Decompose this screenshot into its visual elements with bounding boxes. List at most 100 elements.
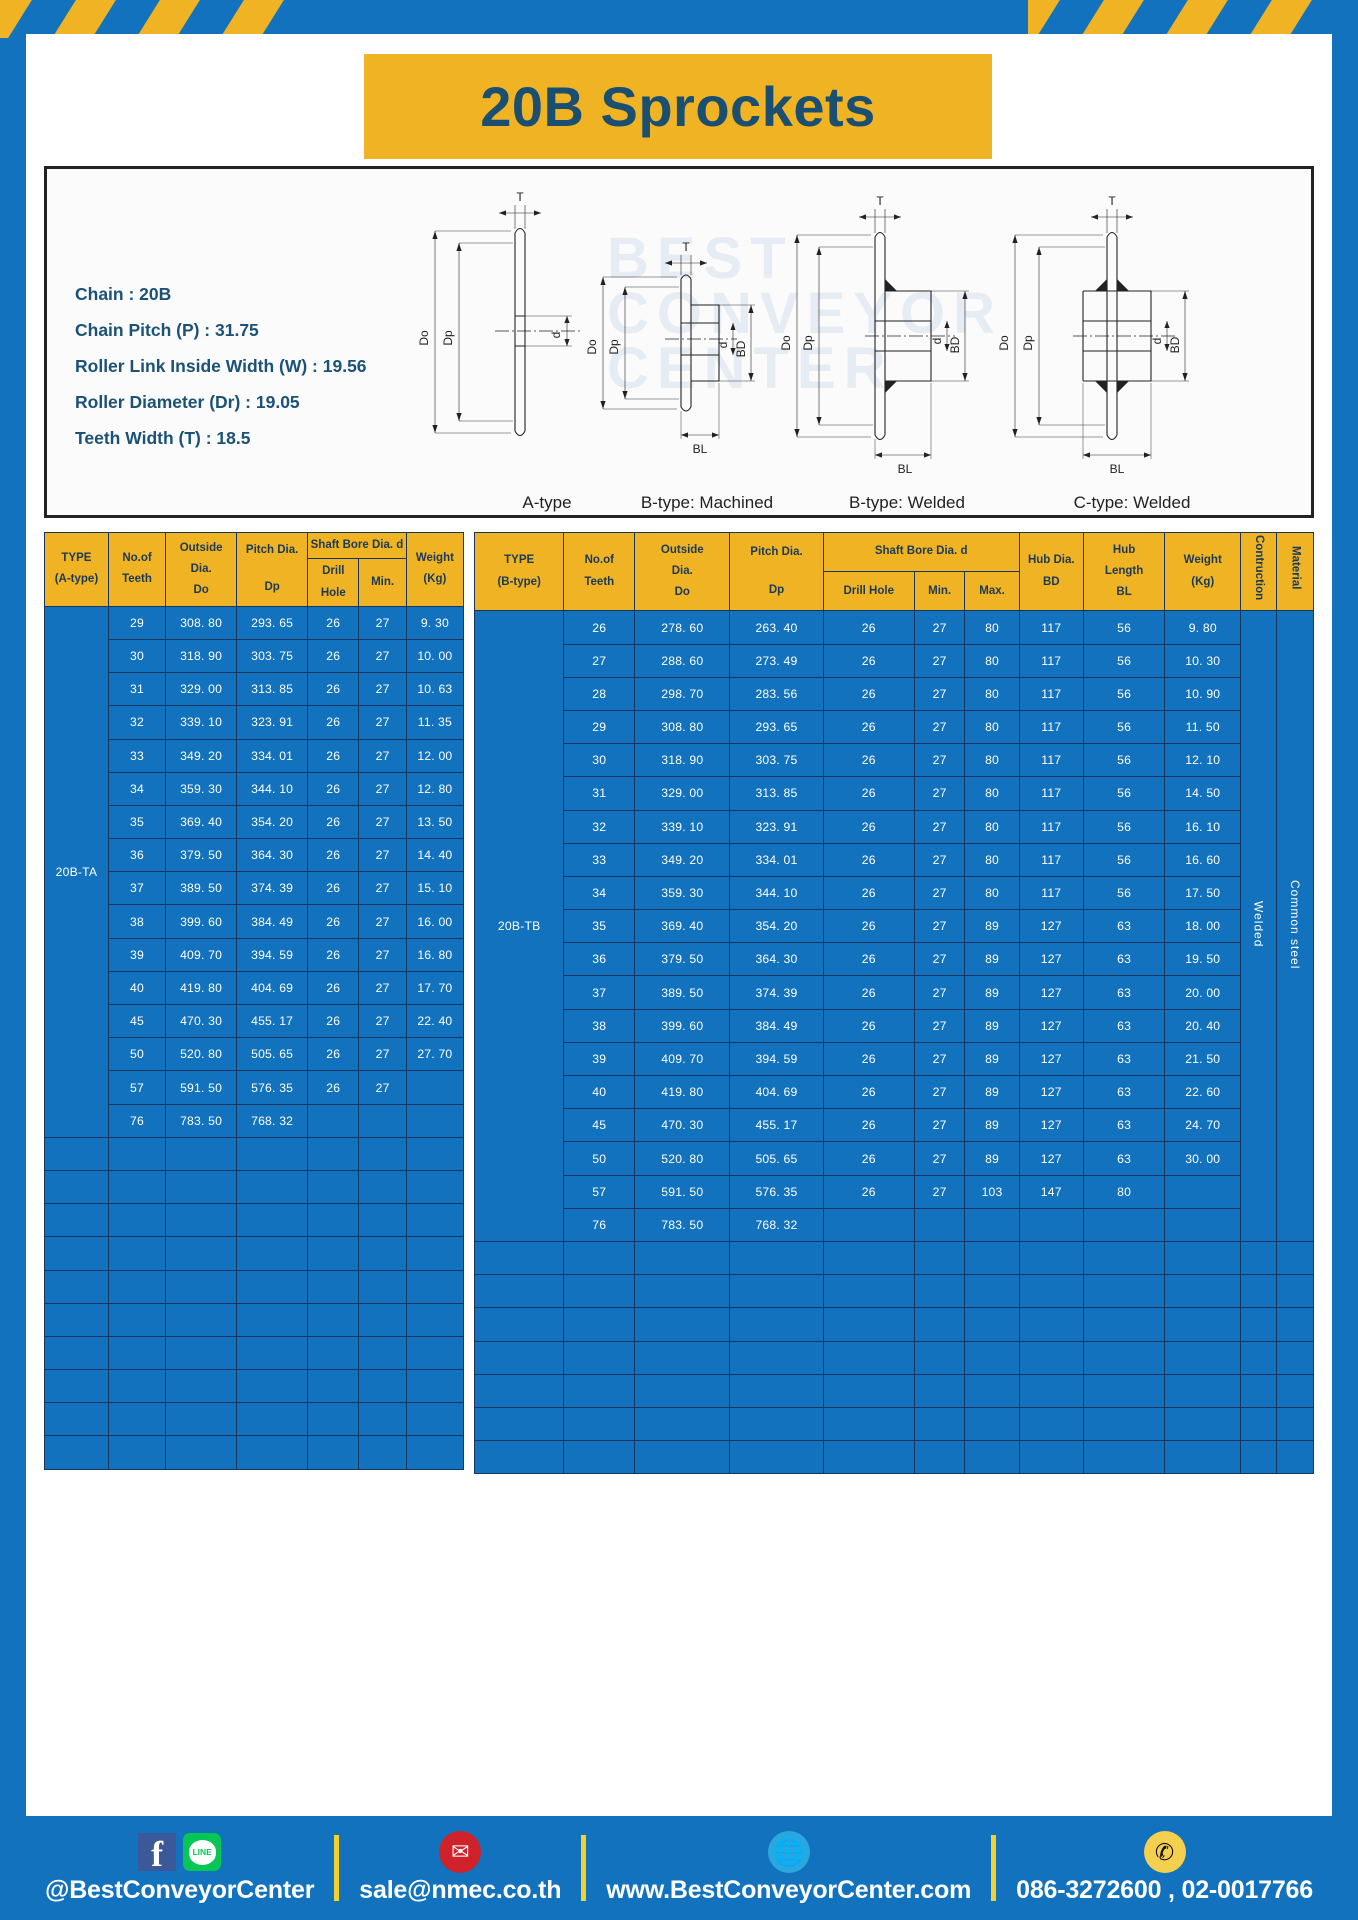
footer-item-social[interactable]: f LINE @BestConveyorCenter <box>39 1831 320 1905</box>
cell-do: 308. 80 <box>634 709 731 745</box>
cell-empty <box>236 1136 309 1171</box>
footer-phone-label[interactable]: 086-3272600 , 02-0017766 <box>1016 1876 1313 1904</box>
cell-weight: 9. 30 <box>405 605 465 640</box>
cell-do: 783. 50 <box>634 1207 731 1242</box>
cell-drill-hole: 26 <box>822 709 915 745</box>
cell-do: 359. 30 <box>165 771 238 806</box>
cell-weight: 10. 00 <box>405 638 465 674</box>
th-b-material-text: Material <box>1289 545 1302 590</box>
facebook-icon[interactable]: f <box>138 1833 177 1872</box>
cell-min-: 27 <box>358 804 407 840</box>
cell-min-: 27 <box>358 937 407 972</box>
footer-divider-3 <box>991 1835 997 1901</box>
cell-min-: 27 <box>358 1004 407 1039</box>
cell-dp: 394. 59 <box>236 937 309 972</box>
cell-drill-hole: 26 <box>307 672 360 707</box>
line-icon[interactable]: LINE <box>183 1833 222 1871</box>
cell-do: 318. 90 <box>165 638 238 674</box>
cell-dp: 303. 75 <box>236 638 309 674</box>
cell-dp: 313. 85 <box>729 776 824 811</box>
cell-bl: 63 <box>1082 1108 1166 1143</box>
th-b-hd-2: BD <box>1042 575 1060 588</box>
cell-dp: 576. 35 <box>236 1070 309 1105</box>
svg-text:BL: BL <box>693 442 708 456</box>
phone-icon[interactable]: ✆ <box>1143 1831 1186 1873</box>
cell-drill-hole <box>822 1207 915 1242</box>
cell-dp: 293. 65 <box>729 709 824 745</box>
globe-icon[interactable]: 🌐 <box>767 1831 810 1873</box>
table-row-empty <box>44 1269 465 1304</box>
cell-weight: 16. 10 <box>1164 809 1242 844</box>
table-row: 38 399. 60 384. 49 26 27 16. 00 <box>45 904 465 939</box>
spec-teeth-width: Teeth Width (T) : 18.5 <box>75 427 251 448</box>
table-row: 30 318. 90 303. 75 26 27 80 117 56 12. 10 <box>475 743 1314 778</box>
cell-dp: 384. 49 <box>729 1008 824 1043</box>
cell-empty <box>634 1240 731 1276</box>
cell-empty <box>1082 1340 1166 1375</box>
cell-min-: 27 <box>913 1041 966 1077</box>
table-row: 76 783. 50 768. 32 <box>45 1103 465 1138</box>
cell-max-: 80 <box>964 776 1020 811</box>
cell-empty <box>563 1240 636 1276</box>
footer-social-label[interactable]: @BestConveyorCenter <box>45 1876 315 1904</box>
spec-roller-dia: Roller Diameter (Dr) : 19.05 <box>75 391 300 412</box>
footer-website-label[interactable]: www.BestConveyorCenter.com <box>606 1876 972 1904</box>
table-row-empty <box>44 1302 465 1337</box>
th-b-hl-1: Hub <box>1112 543 1136 556</box>
cell-empty <box>107 1169 167 1205</box>
drawing-a-type: T Do Dp <box>417 190 582 437</box>
table-row: 33 349. 20 334. 01 26 27 12. 00 <box>45 738 465 773</box>
page-title: 20B Sprockets <box>364 54 992 159</box>
cell-weight: 12. 10 <box>1164 743 1242 778</box>
th-a-outside-dia: Outside Dia. Do <box>165 532 238 607</box>
th-b-teeth-1: No.of <box>584 554 614 567</box>
svg-text:d: d <box>549 332 563 339</box>
cell-empty <box>165 1203 238 1238</box>
cell-empty <box>1164 1440 1242 1475</box>
cell-empty <box>107 1369 167 1404</box>
cell-empty <box>405 1169 465 1205</box>
table-row-empty <box>473 1240 1314 1276</box>
email-icon[interactable]: ✉ <box>439 1831 482 1873</box>
cell-max-: 89 <box>964 975 1020 1010</box>
cell-empty <box>44 1402 109 1437</box>
cell-empty <box>307 1169 360 1205</box>
cell-weight: 12. 80 <box>405 771 465 806</box>
cell-empty <box>1240 1307 1278 1342</box>
cell-teeth: 76 <box>563 1207 636 1242</box>
cell-drill-hole: 26 <box>822 975 915 1010</box>
cell-bl: 63 <box>1082 1041 1166 1077</box>
footer-email-label[interactable]: sale@nmec.co.th <box>359 1876 562 1904</box>
cell-weight: 13. 50 <box>405 804 465 840</box>
cell-weight: 24. 70 <box>1164 1108 1242 1143</box>
table-row-empty <box>44 1136 465 1171</box>
cell-empty <box>1164 1373 1242 1408</box>
cell-max-: 89 <box>964 1008 1020 1043</box>
cell-do: 369. 40 <box>634 909 731 944</box>
footer-item-email[interactable]: ✉ sale@nmec.co.th <box>353 1831 567 1905</box>
cell-do: 399. 60 <box>165 904 238 939</box>
cell-dp: 404. 69 <box>729 1075 824 1110</box>
svg-text:d: d <box>930 338 944 345</box>
table-row: 45 470. 30 455. 17 26 27 89 127 63 24. 70 <box>475 1108 1314 1143</box>
cell-weight: 17. 50 <box>1164 875 1242 911</box>
svg-text:Dp: Dp <box>441 330 455 346</box>
cell-dp: 394. 59 <box>729 1041 824 1077</box>
cell-empty <box>964 1373 1020 1408</box>
table-row: 30 318. 90 303. 75 26 27 10. 00 <box>45 638 465 674</box>
cell-dp: 344. 10 <box>236 771 309 806</box>
footer-item-website[interactable]: 🌐 www.BestConveyorCenter.com <box>600 1831 977 1905</box>
cell-empty <box>822 1240 915 1276</box>
th-a-od-1: Outside <box>179 541 223 554</box>
cell-weight: 18. 00 <box>1164 909 1242 944</box>
cell-empty <box>358 1302 407 1337</box>
cell-construction: Welded <box>1240 610 1278 1242</box>
drawing-b-type-welded: T Do Dp <box>779 194 969 476</box>
cell-empty <box>1276 1440 1314 1475</box>
cell-empty <box>1082 1274 1166 1309</box>
table-row: 40 419. 80 404. 69 26 27 89 127 63 22. 60 <box>475 1075 1314 1110</box>
footer-item-phone[interactable]: ✆ 086-3272600 , 02-0017766 <box>1010 1831 1319 1905</box>
cell-do: 329. 00 <box>165 672 238 707</box>
cell-empty <box>473 1340 565 1375</box>
